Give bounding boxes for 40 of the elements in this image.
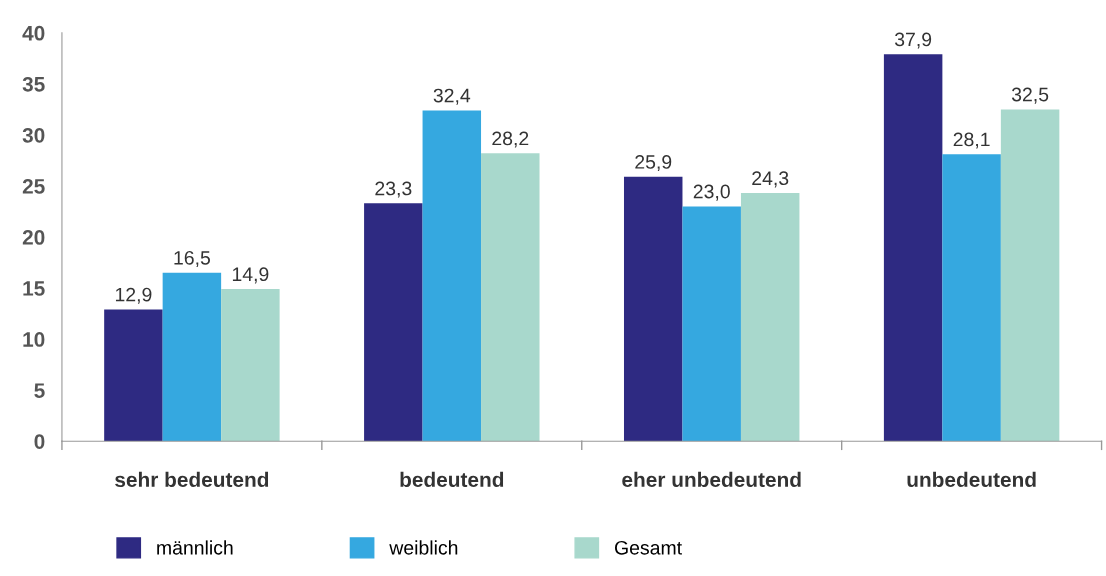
x-tick-label: bedeutend: [400, 471, 504, 488]
x-tick-label: eher unbedeutend: [622, 471, 801, 488]
y-tick-label: 15: [23, 281, 45, 296]
bar: [481, 153, 540, 442]
data-label: 23,0: [693, 184, 730, 201]
data-label: 32,5: [1011, 87, 1049, 104]
bar: [364, 203, 423, 442]
data-label: 16,5: [174, 250, 210, 268]
legend-label: Gesamt: [614, 540, 682, 555]
data-label: 25,9: [635, 155, 672, 172]
data-label: 12,9: [115, 287, 152, 304]
data-label: 23,3: [375, 181, 412, 198]
y-tick-label: 40: [22, 25, 45, 41]
bar: [104, 309, 163, 442]
y-tick-label: 0: [34, 434, 45, 449]
data-label: 28,2: [492, 131, 529, 148]
y-tick-label: 25: [22, 178, 45, 194]
y-tick-label: 20: [22, 230, 45, 245]
bar: [942, 154, 1001, 442]
data-label: 28,1: [953, 132, 990, 149]
bar: [623, 176, 683, 442]
bar: [422, 110, 482, 442]
data-label: 37,9: [894, 32, 932, 49]
bar: [1000, 109, 1060, 442]
bar: [682, 206, 741, 442]
y-tick-label: 10: [23, 332, 45, 347]
data-label: 14,9: [232, 267, 269, 284]
y-tick-label: 30: [22, 127, 45, 143]
data-label: 24,3: [752, 171, 789, 188]
y-tick-label: 5: [34, 383, 45, 398]
bar: [883, 54, 943, 442]
legend-label: männlich: [157, 540, 233, 555]
legend-label: weiblich: [389, 540, 458, 555]
x-tick-label: sehr bedeutend: [115, 471, 269, 488]
y-tick-label: 35: [22, 76, 45, 92]
x-tick-label: unbedeutend: [907, 471, 1036, 488]
bar: [740, 193, 800, 442]
bar: [162, 272, 222, 442]
bar: [221, 289, 280, 442]
data-label: 32,4: [433, 88, 471, 105]
